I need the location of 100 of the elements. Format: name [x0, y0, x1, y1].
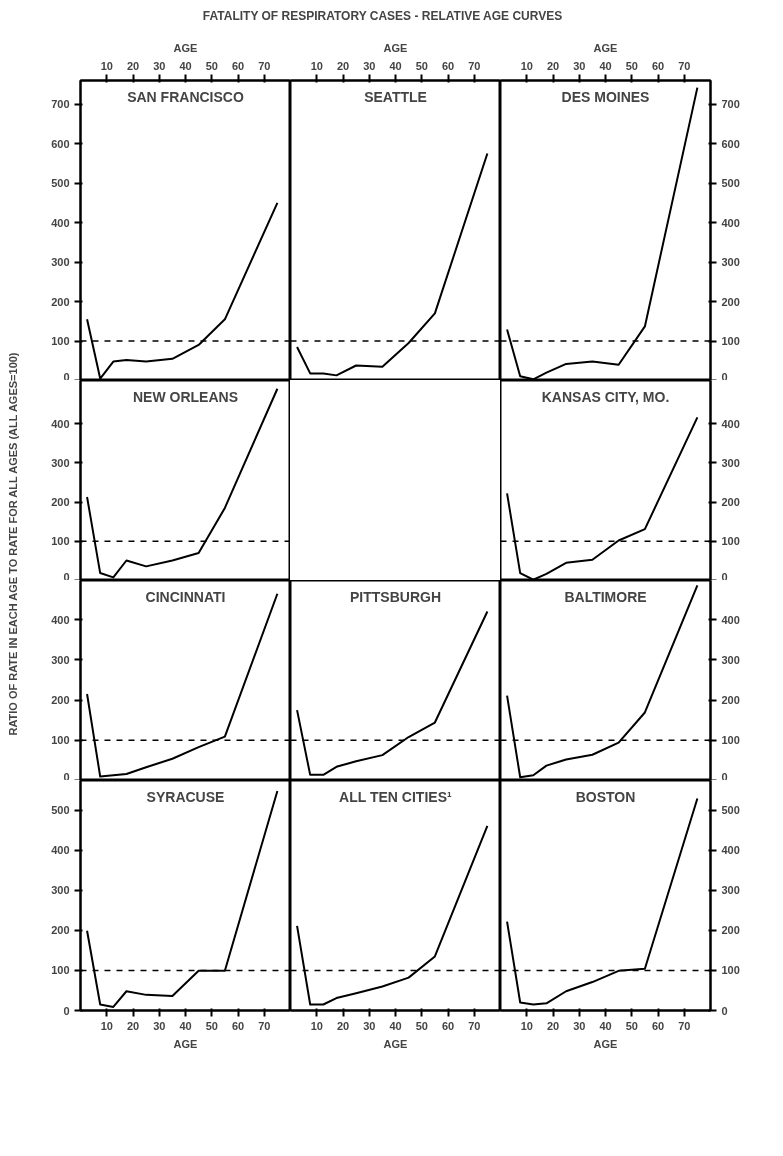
y-axis-title: RATIO OF RATE IN EACH AGE TO RATE FOR ALL AGES (ALL AGES=100)	[7, 352, 19, 736]
y-tick-label: 200	[721, 295, 740, 308]
x-axis-title: AGE	[593, 1037, 618, 1050]
y-tick-label: 400	[721, 613, 740, 626]
x-tick-label: 50	[205, 1019, 218, 1032]
y-tick-label: 300	[51, 884, 70, 897]
x-tick-label: 10	[100, 59, 113, 72]
x-tick-label: 60	[651, 59, 665, 72]
text: NEW ORLEANS	[133, 388, 238, 405]
x-axis-title: AGE	[173, 1037, 198, 1050]
y-tick-label: 0	[721, 570, 728, 583]
x-tick-label: 60	[441, 1019, 455, 1032]
y-tick-label: 0	[63, 1004, 70, 1017]
y-tick-label: 300	[721, 884, 740, 897]
x-tick-label: 70	[678, 59, 691, 72]
y-tick-label: 100	[51, 734, 70, 747]
y-tick-label: 100	[721, 734, 740, 747]
y-tick-label: 0	[721, 1004, 728, 1017]
y-tick-label: 0	[63, 570, 70, 583]
x-tick-label: 20	[336, 59, 350, 72]
x-axis-title: AGE	[383, 41, 408, 54]
x-tick-label: 60	[231, 59, 245, 72]
x-tick-label: 70	[258, 1019, 271, 1032]
y-tick-label: 300	[51, 653, 70, 666]
x-tick-label: 40	[599, 1019, 612, 1032]
y-tick-label: 400	[721, 844, 740, 857]
y-tick-label: 0	[63, 370, 70, 383]
x-tick-label: 40	[389, 1019, 402, 1032]
text: SAN FRANCISCO	[127, 88, 244, 105]
x-tick-label: 20	[126, 1019, 140, 1032]
x-tick-label: 50	[415, 1019, 428, 1032]
y-tick-label: 100	[51, 964, 70, 977]
x-tick-label: 10	[310, 1019, 323, 1032]
y-tick-label: 0	[721, 370, 728, 383]
text: SYRACUSE	[146, 788, 225, 805]
text: FATALITY OF RESPIRATORY CASES - RELATIVE AGE CURVES	[202, 8, 563, 23]
y-tick-label: 100	[721, 535, 740, 548]
x-tick-label: 10	[520, 1019, 533, 1032]
y-tick-label: 200	[721, 924, 740, 937]
y-tick-label: 300	[721, 653, 740, 666]
y-tick-label: 200	[721, 694, 740, 707]
y-tick-label: 400	[51, 216, 70, 229]
x-tick-label: 40	[179, 1019, 192, 1032]
x-tick-label: 60	[441, 59, 455, 72]
y-tick-label: 700	[51, 98, 70, 111]
x-tick-label: 30	[153, 1019, 166, 1032]
x-tick-label: 30	[573, 59, 586, 72]
x-tick-label: 40	[389, 59, 402, 72]
x-tick-label: 20	[546, 1019, 560, 1032]
y-tick-label: 100	[721, 964, 740, 977]
x-tick-label: 20	[126, 59, 140, 72]
y-tick-label: 400	[721, 417, 740, 430]
y-tick-label: 300	[51, 256, 70, 269]
y-tick-label: 300	[721, 456, 740, 469]
x-tick-label: 60	[231, 1019, 245, 1032]
y-tick-label: 300	[51, 456, 70, 469]
x-tick-label: 70	[258, 59, 271, 72]
y-tick-label: 400	[51, 613, 70, 626]
y-tick-label: 0	[63, 770, 70, 783]
x-tick-label: 30	[153, 59, 166, 72]
y-tick-label: 200	[51, 924, 70, 937]
y-tick-label: 100	[51, 335, 70, 348]
x-axis-title: AGE	[173, 41, 198, 54]
x-tick-label: 30	[363, 59, 376, 72]
y-tick-label: 200	[51, 694, 70, 707]
x-tick-label: 70	[468, 59, 481, 72]
text: KANSAS CITY, MO.	[541, 388, 670, 405]
y-tick-label: 400	[721, 216, 740, 229]
y-tick-label: 300	[721, 256, 740, 269]
y-tick-label: 100	[51, 535, 70, 548]
y-tick-label: 0	[721, 770, 728, 783]
y-tick-label: 700	[721, 98, 740, 111]
text: ALL TEN CITIES¹	[339, 788, 452, 805]
x-tick-label: 50	[205, 59, 218, 72]
x-tick-label: 40	[599, 59, 612, 72]
y-tick-label: 400	[51, 417, 70, 430]
x-tick-label: 30	[573, 1019, 586, 1032]
x-tick-label: 70	[468, 1019, 481, 1032]
x-tick-label: 30	[363, 1019, 376, 1032]
x-tick-label: 10	[520, 59, 533, 72]
x-tick-label: 20	[336, 1019, 350, 1032]
text: BALTIMORE	[564, 588, 647, 605]
x-tick-label: 40	[179, 59, 192, 72]
y-tick-label: 600	[721, 137, 740, 150]
x-tick-label: 10	[310, 59, 323, 72]
text: DES MOINES	[561, 88, 650, 105]
text: CINCINNATI	[145, 588, 226, 605]
y-tick-label: 500	[721, 804, 740, 817]
text: PITTSBURGH	[350, 588, 441, 605]
x-tick-label: 50	[625, 1019, 638, 1032]
y-tick-label: 400	[51, 844, 70, 857]
y-tick-label: 600	[51, 137, 70, 150]
x-tick-label: 10	[100, 1019, 113, 1032]
x-axis-title: AGE	[383, 1037, 408, 1050]
y-tick-label: 200	[51, 295, 70, 308]
text: BOSTON	[575, 788, 636, 805]
y-tick-label: 500	[51, 177, 70, 190]
y-tick-label: 500	[721, 177, 740, 190]
y-tick-label: 500	[51, 804, 70, 817]
x-tick-label: 50	[625, 59, 638, 72]
